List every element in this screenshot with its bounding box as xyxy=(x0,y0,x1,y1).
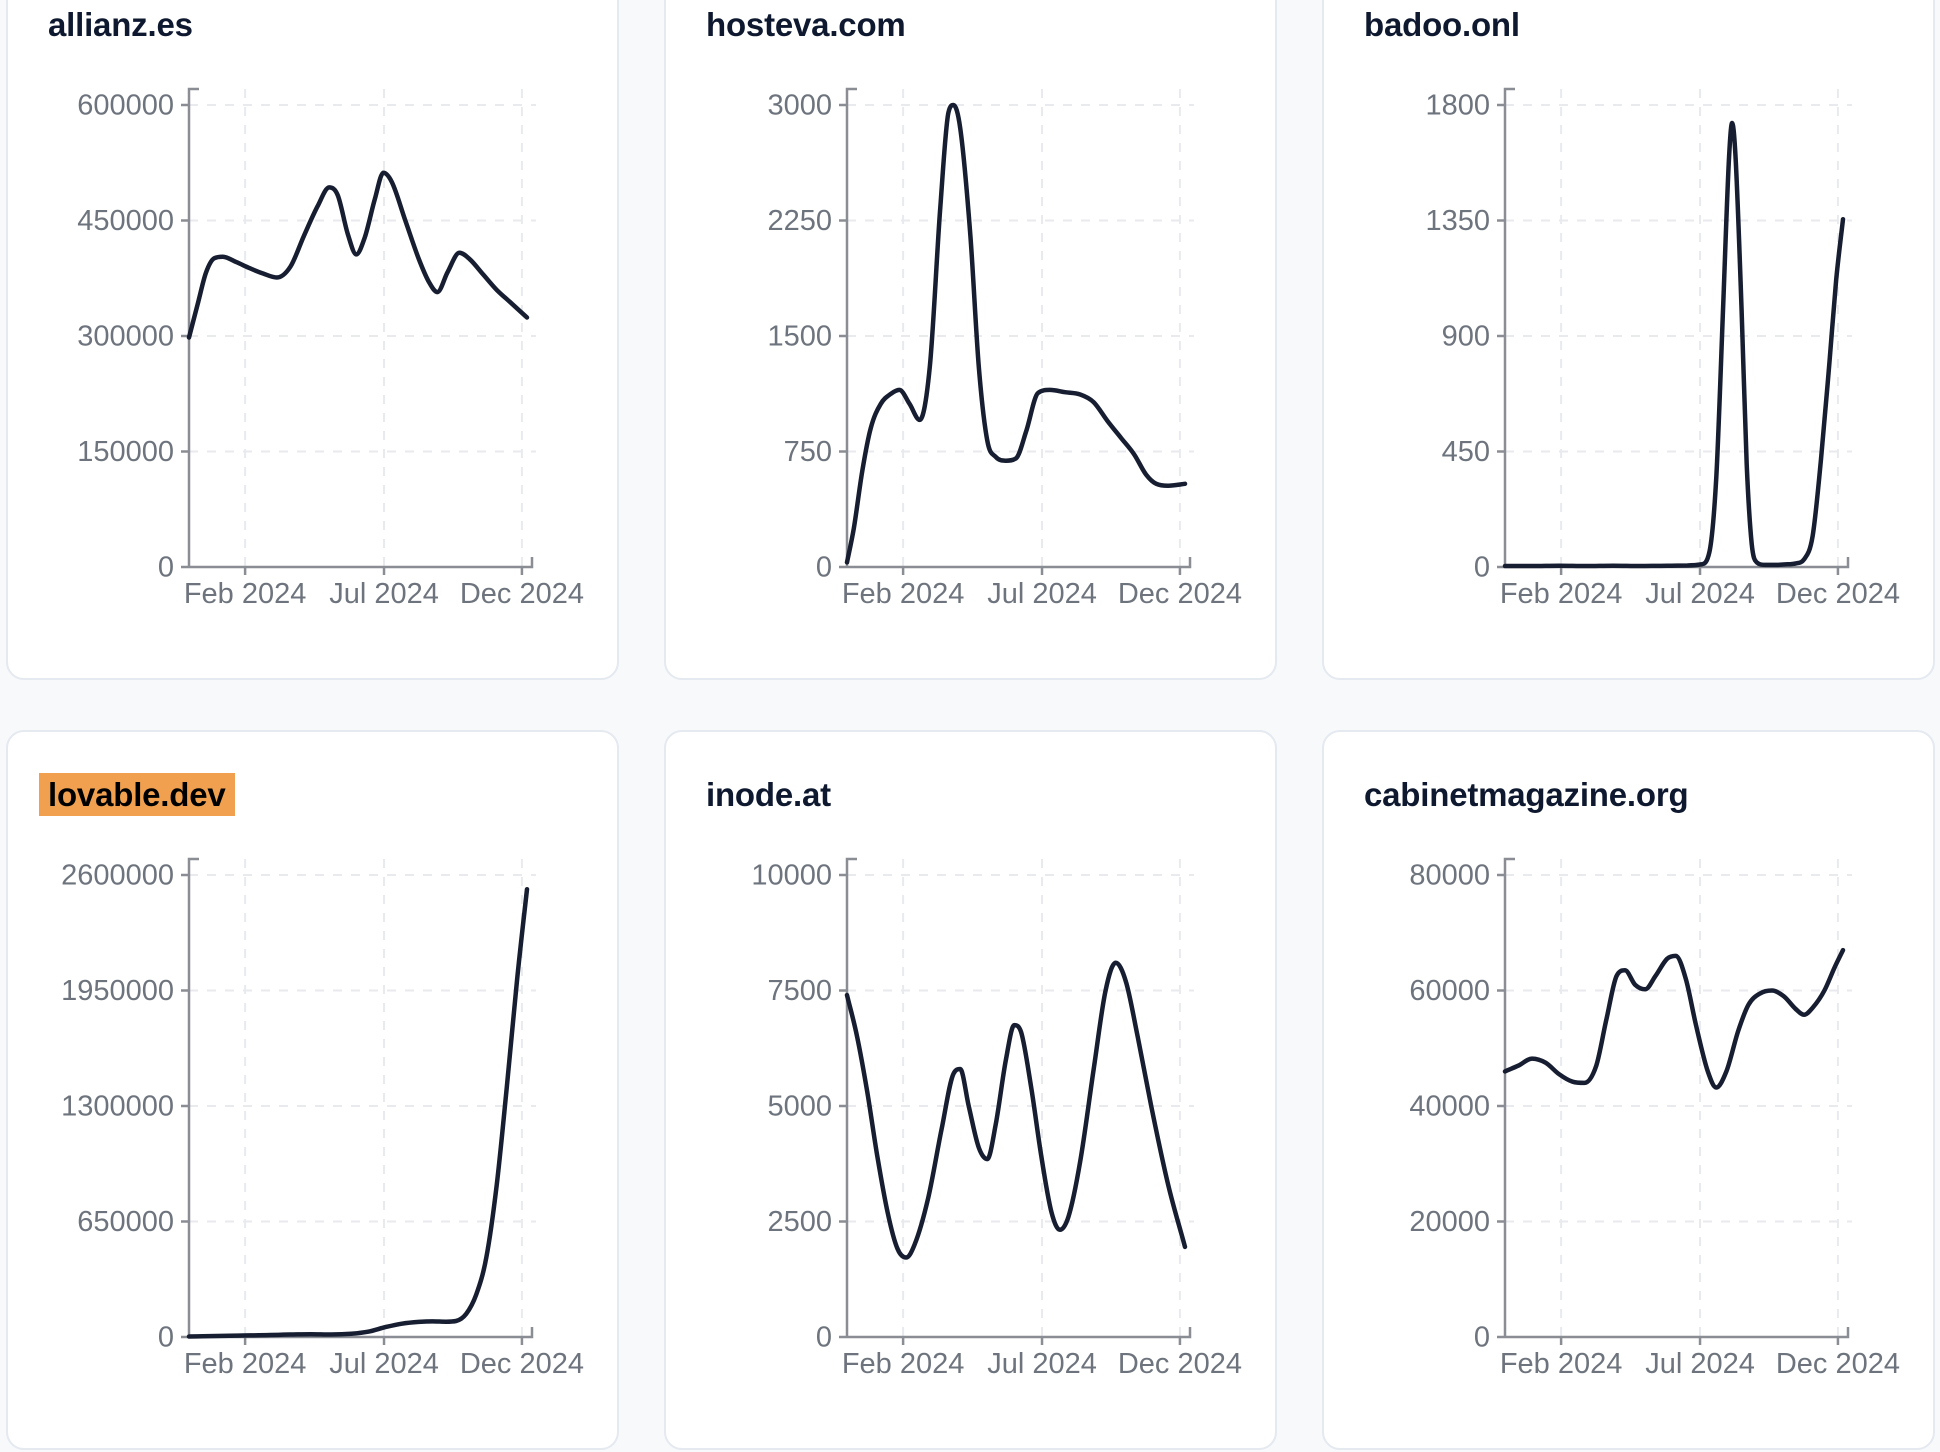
data-line xyxy=(186,886,530,1339)
x-tick-label: Jul 2024 xyxy=(987,578,1097,610)
y-tick-label: 7500 xyxy=(767,975,832,1007)
y-tick-label: 5000 xyxy=(767,1091,832,1123)
x-tick-label: Dec 2024 xyxy=(460,578,584,610)
line-chart: 0 150000 300000 450000 600000 Feb 2024 Jul 202… xyxy=(77,87,584,610)
chart-title: allianz.es xyxy=(48,6,193,44)
x-tick-label: Jul 2024 xyxy=(329,1348,439,1380)
y-tick-label: 2600000 xyxy=(61,860,174,892)
y-tick-label: 1500 xyxy=(767,321,832,353)
chart-card: lovable.dev 0 650000 1300000 1950000 2600000… xyxy=(6,730,619,1450)
x-tick-label: Feb 2024 xyxy=(1500,578,1623,610)
x-tick-label: Jul 2024 xyxy=(329,578,439,610)
line-chart: 0 20000 40000 60000 80000 Feb 2024 Jul 2024 Dec… xyxy=(1409,857,1900,1380)
x-tick-label: Dec 2024 xyxy=(1118,578,1242,610)
x-axis-line xyxy=(847,557,1192,569)
y-tick-label: 450000 xyxy=(77,205,174,237)
x-tick-label: Jul 2024 xyxy=(987,1348,1097,1380)
y-tick-label: 300000 xyxy=(77,321,174,353)
y-axis-line xyxy=(845,87,857,567)
x-axis-line xyxy=(847,1327,1192,1339)
data-line xyxy=(1502,120,1846,569)
data-line xyxy=(1502,947,1846,1090)
y-tick-label: 80000 xyxy=(1409,860,1490,892)
y-tick-label: 40000 xyxy=(1409,1091,1490,1123)
line-chart: 0 750 1500 2250 3000 Feb 2024 Jul 2024 Dec 2024 xyxy=(767,87,1242,610)
y-tick-label: 0 xyxy=(816,552,832,584)
chart-title-text: badoo.onl xyxy=(1364,6,1520,43)
y-tick-label: 3000 xyxy=(767,90,832,122)
y-axis-line xyxy=(187,857,199,1337)
chart-title-text: allianz.es xyxy=(48,6,193,43)
x-tick-label: Feb 2024 xyxy=(184,1348,307,1380)
x-axis-line xyxy=(1505,1327,1850,1339)
y-tick-label: 1950000 xyxy=(61,975,174,1007)
data-line xyxy=(186,170,530,340)
chart-title-text: hosteva.com xyxy=(706,6,906,43)
x-tick-label: Jul 2024 xyxy=(1645,578,1755,610)
y-tick-label: 0 xyxy=(1474,552,1490,584)
y-tick-label: 1350 xyxy=(1425,205,1490,237)
x-tick-label: Dec 2024 xyxy=(1776,578,1900,610)
chart-title-text: cabinetmagazine.org xyxy=(1364,776,1689,813)
chart-title: inode.at xyxy=(706,776,831,814)
x-axis-line xyxy=(189,1327,534,1339)
y-tick-label: 60000 xyxy=(1409,975,1490,1007)
y-tick-label: 0 xyxy=(158,552,174,584)
chart-card: badoo.onl 0 450 900 1350 1800 Feb 2024 Jul 202… xyxy=(1322,0,1935,680)
x-axis-line xyxy=(189,557,534,569)
y-tick-label: 0 xyxy=(158,1322,174,1354)
x-tick-label: Feb 2024 xyxy=(184,578,307,610)
chart-card: hosteva.com 0 750 1500 2250 3000 Feb 2024 Jul … xyxy=(664,0,1277,680)
y-tick-label: 1300000 xyxy=(61,1091,174,1123)
chart-title: hosteva.com xyxy=(706,6,906,44)
chart-title: badoo.onl xyxy=(1364,6,1520,44)
y-tick-label: 900 xyxy=(1442,321,1490,353)
line-chart: 0 450 900 1350 1800 Feb 2024 Jul 2024 Dec 2024 xyxy=(1425,87,1900,610)
y-tick-label: 20000 xyxy=(1409,1206,1490,1238)
x-tick-label: Dec 2024 xyxy=(460,1348,584,1380)
x-tick-label: Feb 2024 xyxy=(1500,1348,1623,1380)
chart-title-text: inode.at xyxy=(706,776,831,813)
chart-title-text: lovable.dev xyxy=(39,773,235,816)
chart-card: cabinetmagazine.org 0 20000 40000 60000 8000… xyxy=(1322,730,1935,1450)
y-tick-label: 10000 xyxy=(751,860,832,892)
y-tick-label: 150000 xyxy=(77,436,174,468)
y-tick-label: 750 xyxy=(784,436,832,468)
y-tick-label: 0 xyxy=(816,1322,832,1354)
y-tick-label: 600000 xyxy=(77,90,174,122)
y-axis-line xyxy=(845,857,857,1337)
x-tick-label: Dec 2024 xyxy=(1776,1348,1900,1380)
y-tick-label: 0 xyxy=(1474,1322,1490,1354)
x-tick-label: Feb 2024 xyxy=(842,1348,965,1380)
data-line xyxy=(844,960,1188,1260)
y-axis-line xyxy=(187,87,199,567)
line-chart: 0 650000 1300000 1950000 2600000 Feb 2024 Jul … xyxy=(61,857,584,1380)
y-tick-label: 2500 xyxy=(767,1206,832,1238)
y-tick-label: 650000 xyxy=(77,1206,174,1238)
line-chart: 0 2500 5000 7500 10000 Feb 2024 Jul 2024 Dec 20… xyxy=(751,857,1242,1380)
chart-card: inode.at 0 2500 5000 7500 10000 Feb 2024 Jul 2… xyxy=(664,730,1277,1450)
y-axis-line xyxy=(1503,87,1515,567)
x-tick-label: Feb 2024 xyxy=(842,578,965,610)
data-line xyxy=(844,102,1188,565)
x-tick-label: Dec 2024 xyxy=(1118,1348,1242,1380)
y-tick-label: 1800 xyxy=(1425,90,1490,122)
y-tick-label: 2250 xyxy=(767,205,832,237)
x-tick-label: Jul 2024 xyxy=(1645,1348,1755,1380)
y-tick-label: 450 xyxy=(1442,436,1490,468)
y-axis-line xyxy=(1503,857,1515,1337)
chart-title: cabinetmagazine.org xyxy=(1364,776,1689,814)
chart-card: allianz.es 0 150000 300000 450000 600000 Feb … xyxy=(6,0,619,680)
chart-title: lovable.dev xyxy=(39,773,235,816)
